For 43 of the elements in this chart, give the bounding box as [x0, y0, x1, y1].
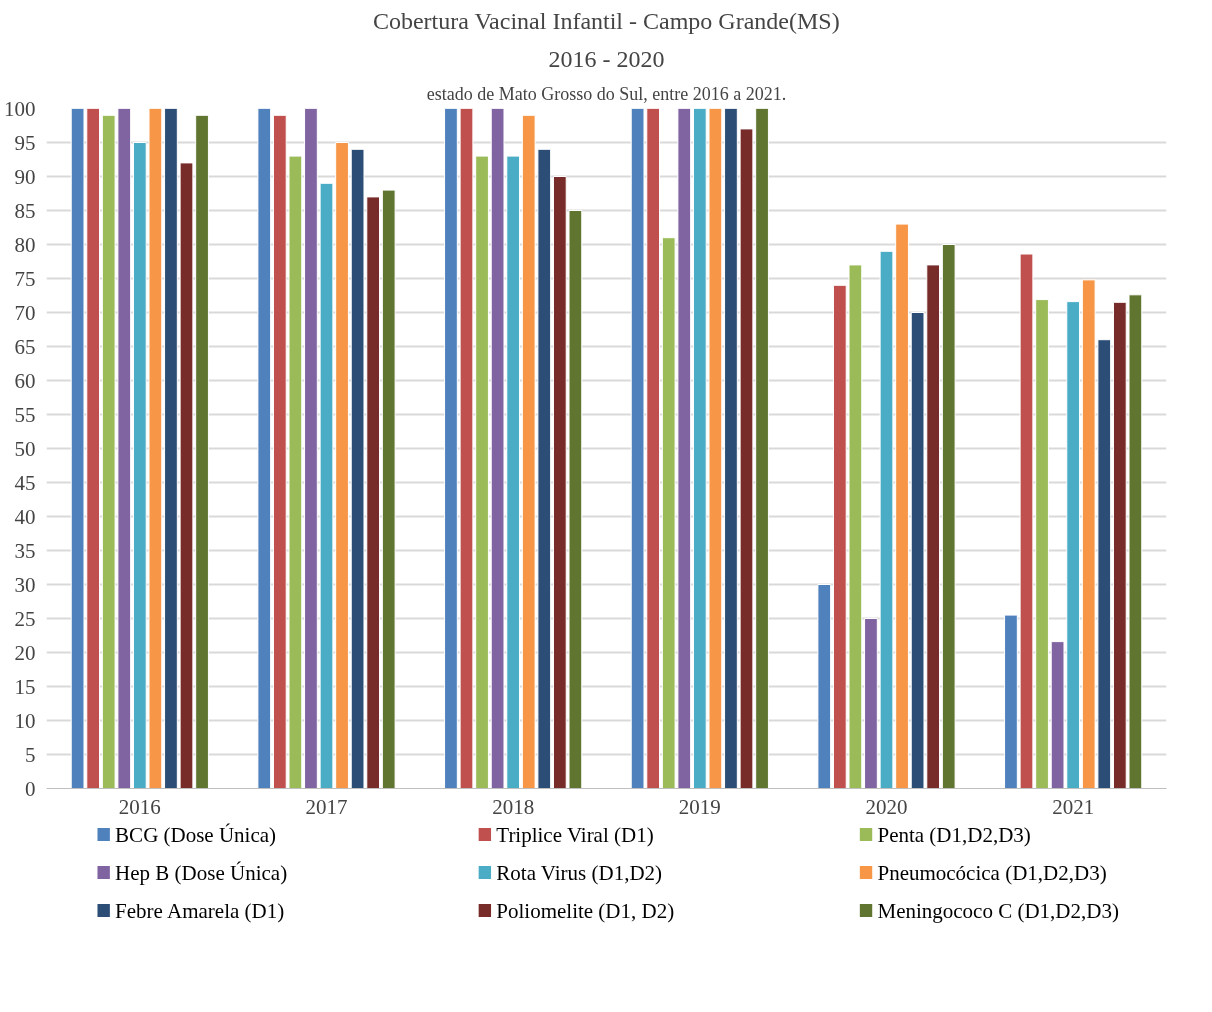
y-tick-label: 35 [14, 538, 36, 563]
legend-label: Rota Virus (D1,D2) [496, 860, 663, 885]
legend-label: Hep B (Dose Única) [115, 860, 288, 885]
bar [941, 244, 956, 789]
y-tick-label: 10 [14, 708, 36, 733]
y-tick-label: 5 [25, 742, 36, 767]
legend-label: Poliomelite (D1, D2) [496, 898, 675, 923]
y-tick-label: 60 [14, 368, 36, 393]
y-tick-label: 100 [4, 96, 36, 121]
y-tick-label: 20 [14, 640, 36, 665]
y-tick-label: 70 [14, 300, 36, 325]
chart-title: Cobertura Vacinal Infantil - Campo Grande(MS) [372, 7, 840, 34]
x-tick-label: 2020 [865, 794, 908, 819]
x-tick-label: 2016 [118, 794, 161, 819]
y-tick-label: 45 [14, 470, 36, 495]
x-tick-label: 2018 [492, 794, 535, 819]
legend-label: Triplice Viral (D1) [496, 822, 654, 847]
x-tick-label: 2021 [1052, 794, 1095, 819]
y-tick-label: 55 [14, 402, 36, 427]
x-tick-label: 2019 [678, 794, 721, 819]
legend-label: Pneumocócica (D1,D2,D3) [877, 860, 1107, 885]
legend-label: BCG (Dose Única) [115, 822, 277, 847]
y-tick-label: 50 [14, 436, 36, 461]
y-tick-label: 90 [14, 164, 36, 189]
y-tick-label: 30 [14, 572, 36, 597]
y-tick-label: 95 [14, 130, 36, 155]
chart-subtitle: 2016 - 2020 [548, 45, 665, 72]
y-tick-label: 80 [14, 232, 36, 257]
legend-label: Febre Amarela (D1) [115, 898, 285, 923]
y-tick-label: 0 [25, 776, 36, 801]
y-tick-label: 25 [14, 606, 36, 631]
legend-label: Penta (D1,D2,D3) [877, 822, 1031, 847]
bar [257, 108, 272, 789]
bar [381, 189, 396, 789]
text: estado de Mato Grosso do Sul, entre 2016 a 2021. [426, 83, 787, 104]
y-tick-label: 65 [14, 334, 36, 359]
y-tick-label: 15 [14, 674, 36, 699]
x-tick-label: 2017 [305, 794, 348, 819]
y-tick-label: 75 [14, 266, 36, 291]
bar [817, 584, 832, 789]
legend-label: Meningococo C (D1,D2,D3) [877, 898, 1119, 923]
y-tick-label: 85 [14, 198, 36, 223]
y-tick-label: 40 [14, 504, 36, 529]
